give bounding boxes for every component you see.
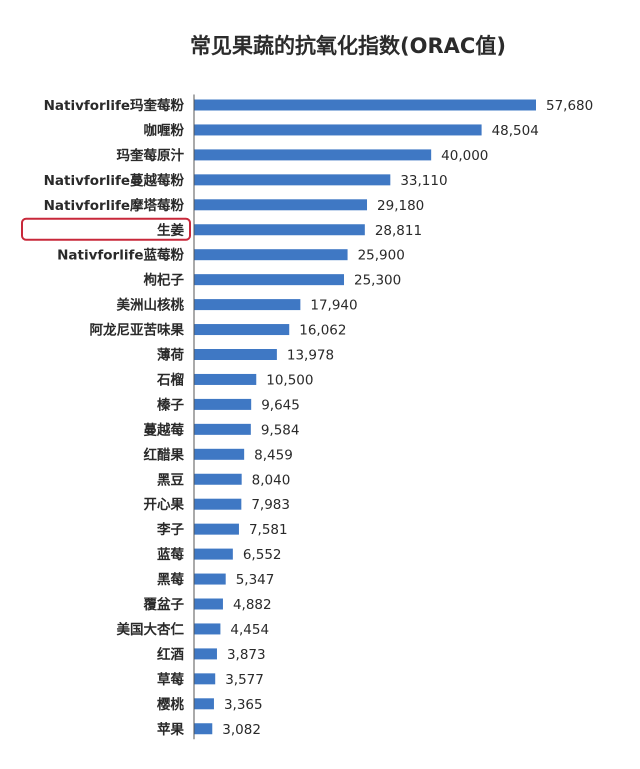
value-label-7: 25,300 bbox=[354, 273, 401, 289]
bar-21 bbox=[194, 623, 221, 635]
bar-8 bbox=[194, 299, 301, 311]
bar-14 bbox=[194, 448, 245, 460]
category-label-7: 枸杞子 bbox=[144, 272, 185, 289]
category-label-1: 咖喱粉 bbox=[144, 122, 185, 139]
bars-layer bbox=[194, 99, 536, 735]
bar-13 bbox=[194, 423, 251, 435]
category-label-10: 薄荷 bbox=[157, 347, 184, 364]
value-label-21: 4,454 bbox=[230, 622, 269, 638]
value-label-8: 17,940 bbox=[310, 298, 357, 314]
bar-1 bbox=[194, 124, 482, 136]
bar-11 bbox=[194, 373, 257, 385]
value-label-15: 8,040 bbox=[252, 472, 291, 488]
value-label-19: 5,347 bbox=[236, 572, 275, 588]
bar-23 bbox=[194, 673, 216, 685]
bar-7 bbox=[194, 274, 345, 286]
value-label-6: 25,900 bbox=[358, 248, 405, 264]
category-label-6: Nativforlife蓝莓粉 bbox=[57, 247, 184, 264]
value-label-20: 4,882 bbox=[233, 597, 272, 613]
category-label-25: 苹果 bbox=[157, 721, 184, 738]
bar-10 bbox=[194, 349, 277, 360]
category-label-5: 生姜 bbox=[157, 222, 184, 239]
bar-17 bbox=[194, 523, 239, 535]
value-label-10: 13,978 bbox=[287, 348, 334, 364]
bar-19 bbox=[194, 573, 226, 585]
category-label-21: 美国大杏仁 bbox=[117, 621, 185, 638]
value-label-14: 8,459 bbox=[254, 447, 293, 463]
category-label-14: 红醋果 bbox=[144, 446, 185, 463]
value-label-23: 3,577 bbox=[225, 672, 264, 688]
category-label-2: 玛奎莓原汁 bbox=[117, 147, 185, 164]
value-label-13: 9,584 bbox=[261, 422, 300, 438]
bar-5 bbox=[194, 224, 365, 236]
value-label-1: 48,504 bbox=[492, 123, 539, 139]
chart-title: 常见果蔬的抗氧化指数(ORAC值) bbox=[190, 34, 506, 58]
value-label-25: 3,082 bbox=[222, 722, 261, 738]
value-label-0: 57,680 bbox=[546, 98, 593, 114]
value-label-2: 40,000 bbox=[441, 148, 488, 164]
value-label-9: 16,062 bbox=[299, 323, 346, 339]
highlight-layer bbox=[21, 217, 191, 241]
bar-2 bbox=[194, 149, 432, 161]
value-label-22: 3,873 bbox=[227, 647, 266, 663]
bar-0 bbox=[194, 99, 536, 111]
category-label-22: 红酒 bbox=[157, 646, 184, 663]
bar-15 bbox=[194, 473, 242, 485]
bar-24 bbox=[194, 698, 214, 710]
value-label-17: 7,581 bbox=[249, 522, 288, 538]
category-label-12: 榛子 bbox=[157, 396, 184, 413]
category-label-15: 黑豆 bbox=[157, 472, 184, 488]
value-label-24: 3,365 bbox=[224, 697, 263, 713]
highlight-box bbox=[21, 217, 191, 241]
bar-3 bbox=[194, 174, 391, 186]
bar-16 bbox=[194, 498, 242, 510]
category-label-24: 樱桃 bbox=[157, 696, 184, 713]
value-label-12: 9,645 bbox=[261, 397, 300, 413]
category-label-0: Nativforlife玛奎莓粉 bbox=[44, 97, 185, 114]
value-label-4: 29,180 bbox=[377, 198, 424, 214]
bar-6 bbox=[194, 249, 348, 261]
category-label-13: 蔓越莓 bbox=[144, 421, 185, 438]
category-label-9: 阿龙尼亚苦味果 bbox=[90, 322, 185, 339]
bar-4 bbox=[194, 199, 368, 211]
bar-22 bbox=[194, 648, 217, 660]
category-label-19: 黑莓 bbox=[157, 571, 184, 588]
bar-18 bbox=[194, 548, 233, 560]
value-label-18: 6,552 bbox=[243, 547, 282, 563]
value-label-16: 7,983 bbox=[251, 497, 290, 513]
category-label-8: 美洲山核桃 bbox=[117, 297, 185, 314]
value-label-3: 33,110 bbox=[400, 173, 447, 189]
category-label-16: 开心果 bbox=[144, 497, 185, 513]
bar-20 bbox=[194, 598, 223, 610]
value-label-5: 28,811 bbox=[375, 223, 422, 239]
category-label-23: 草莓 bbox=[157, 671, 184, 688]
value-label-11: 10,500 bbox=[266, 372, 313, 388]
bar-12 bbox=[194, 398, 252, 410]
bar-25 bbox=[194, 723, 213, 735]
category-label-3: Nativforlife蔓越莓粉 bbox=[44, 172, 185, 189]
category-label-11: 石榴 bbox=[156, 371, 184, 388]
category-label-20: 覆盆子 bbox=[144, 596, 185, 613]
bar-9 bbox=[194, 324, 290, 336]
category-label-18: 蓝莓 bbox=[157, 546, 184, 563]
category-label-4: Nativforlife摩塔莓粉 bbox=[44, 197, 185, 214]
category-label-17: 李子 bbox=[156, 521, 184, 538]
